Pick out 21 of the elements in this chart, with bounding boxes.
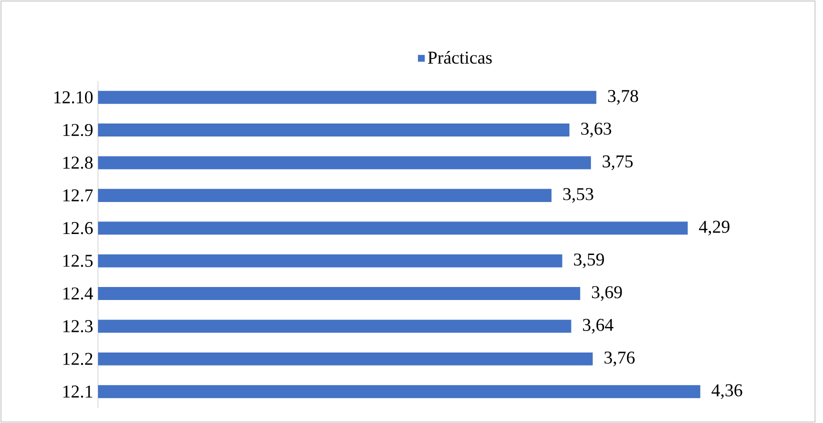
data-label: 4,36 — [712, 384, 742, 399]
data-label: 3,59 — [574, 253, 604, 268]
y-tick-label: 12.3 — [63, 320, 93, 332]
data-label: 3,75 — [602, 155, 633, 170]
y-tick-label: 12.8 — [63, 156, 93, 169]
legend-label: Prácticas — [428, 51, 492, 64]
y-tick-label: 12.2 — [63, 352, 92, 366]
data-label: 3,69 — [592, 286, 622, 301]
data-label: 3,64 — [583, 318, 614, 334]
y-tick-label: 12.1 — [63, 386, 92, 398]
y-tick-label: 12.10 — [54, 91, 93, 104]
data-label: 3,76 — [604, 352, 635, 366]
data-label: 3,78 — [608, 90, 638, 105]
data-label: 3,63 — [581, 122, 612, 138]
y-tick-label: 12.9 — [63, 124, 93, 136]
data-label: 4,29 — [699, 220, 730, 236]
y-tick-label: 12.5 — [63, 254, 93, 267]
y-tick-label: 12.6 — [63, 222, 93, 234]
data-label: 3,53 — [563, 188, 594, 203]
y-tick-label: 12.7 — [63, 189, 93, 202]
y-tick-label: 12.4 — [63, 287, 94, 300]
